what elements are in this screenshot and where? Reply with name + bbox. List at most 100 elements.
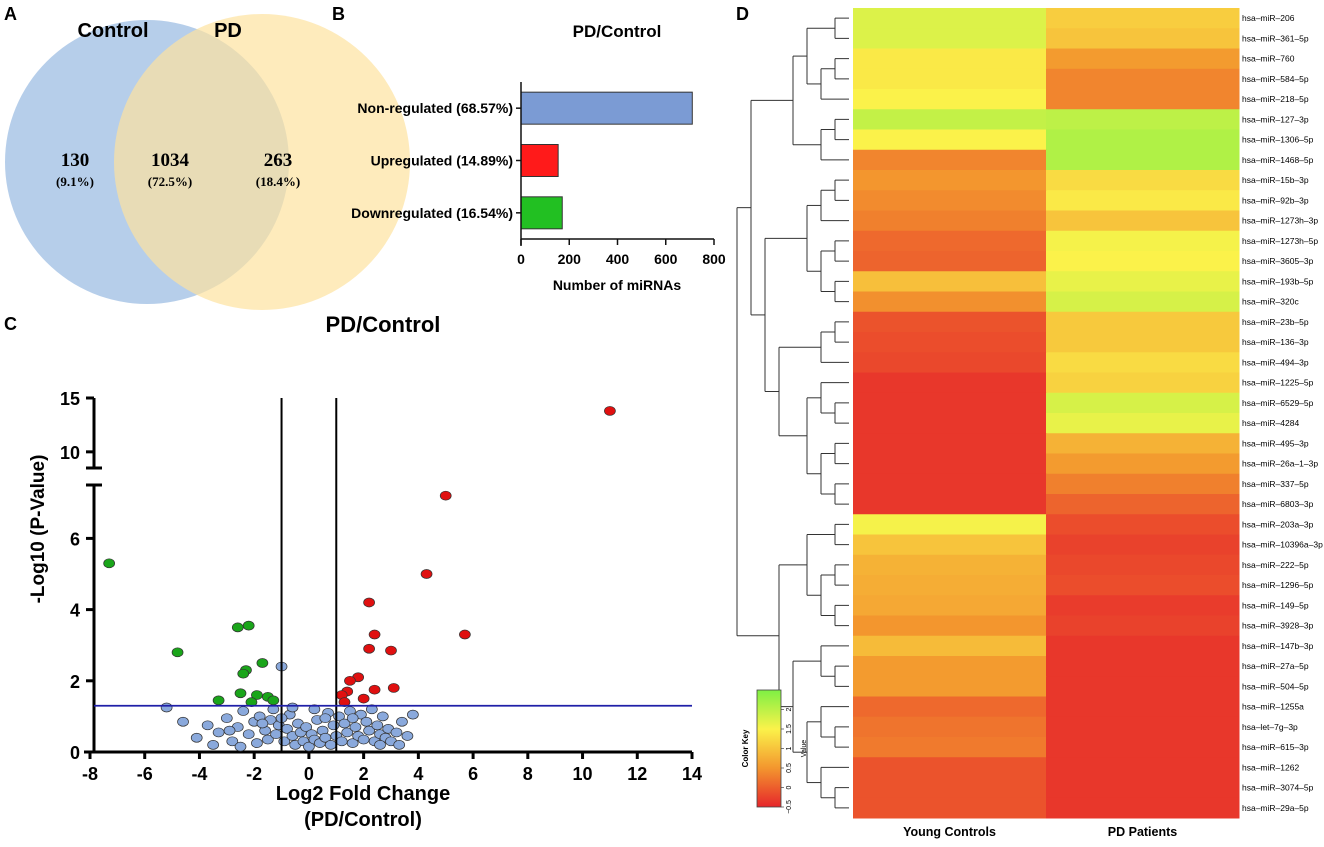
heatmap-cell	[1046, 413, 1240, 434]
bar-category-label: Upregulated (14.89%)	[371, 153, 513, 169]
heatmap-row-label: hsa–miR–203a–3p	[1242, 519, 1314, 529]
heatmap-cell	[1046, 311, 1240, 333]
panel-letter-d: D	[736, 4, 749, 24]
volcano-point-up	[604, 406, 616, 416]
heatmap-row-label: hsa–miR–206	[1242, 13, 1295, 23]
heatmap-cell	[853, 210, 1047, 232]
color-key-tick-label: 1.5	[786, 724, 793, 734]
heatmap-cell	[1046, 757, 1240, 778]
heatmap-row-label: hsa–miR–136–3p	[1242, 337, 1309, 347]
panel-a: A Control PD 130 (9.1%) 1034 (72.5%) 263…	[4, 4, 410, 310]
heatmap-row-label: hsa–miR–1262	[1242, 762, 1299, 772]
heatmap-cell	[1046, 372, 1240, 394]
heatmap-row-label: hsa–miR–361–5p	[1242, 33, 1309, 43]
heatmap-cell	[853, 575, 1047, 596]
heatmap-row-label: hsa–miR–320c	[1242, 297, 1299, 307]
venn-control-only-pct: (9.1%)	[56, 174, 94, 189]
volcano-point-ns	[242, 729, 255, 740]
heatmap-row-label: hsa–let–7g–3p	[1242, 722, 1298, 732]
volcano-point-ns	[177, 716, 189, 727]
heatmap-row-label: hsa–miR–1273h–5p	[1242, 236, 1318, 246]
bar-chart-title: PD/Control	[573, 22, 662, 41]
heatmap-cell	[853, 534, 1047, 556]
volcano-point-down	[171, 647, 184, 658]
bar-xtick-label: 200	[558, 251, 582, 267]
volcano-point-ns	[371, 720, 384, 731]
heatmap-row-label: hsa–miR–193b–5p	[1242, 276, 1314, 286]
volcano-xtick-label: 10	[573, 764, 593, 784]
heatmap-cell	[853, 554, 1047, 576]
volcano-point-ns	[357, 734, 370, 745]
volcano-xtick-label: 4	[413, 764, 423, 784]
heatmap-cell	[1046, 89, 1240, 110]
volcano-point-ns	[220, 713, 233, 724]
heatmap-cell	[1046, 433, 1240, 454]
row-dendrogram	[736, 17, 849, 809]
volcano-ytick-label: 4	[70, 601, 80, 621]
heatmap-cell	[853, 635, 1047, 657]
heatmap-cell	[853, 230, 1047, 252]
heatmap-cell	[853, 615, 1047, 637]
volcano-point-up	[338, 697, 351, 708]
heatmap-row-label: hsa–miR–1296–5p	[1242, 580, 1314, 590]
heatmap-row-label: hsa–miR–3928–3p	[1242, 621, 1314, 631]
venn-control-only-count: 130	[61, 150, 90, 171]
heatmap-cell	[853, 595, 1047, 616]
heatmap-cell	[1046, 352, 1240, 373]
color-key-axis-label: Value	[801, 740, 808, 757]
heatmap-cell	[853, 28, 1047, 49]
heatmap-cell	[853, 251, 1047, 272]
volcano-point-up	[368, 684, 381, 695]
heatmap-cell	[1046, 514, 1240, 535]
heatmap-cell	[853, 129, 1047, 151]
volcano-point-ns	[376, 711, 389, 722]
volcano-point-down	[242, 620, 255, 631]
bar-chart-xlabel: Number of miRNAs	[553, 277, 682, 293]
volcano-point-ns	[256, 718, 269, 729]
volcano-point-ns	[237, 706, 250, 716]
volcano-point-up	[385, 645, 397, 656]
volcano-point-down	[212, 695, 225, 706]
venn-overlap-count: 1034	[151, 150, 190, 171]
heatmap-cell	[853, 48, 1047, 70]
volcano-point-ns	[327, 720, 340, 731]
heatmap-cell	[1046, 8, 1240, 29]
heatmap-cell	[1046, 716, 1240, 738]
venn-overlap-pct: (72.5%)	[148, 174, 192, 189]
heatmap-cell	[853, 473, 1047, 495]
volcano-point-down	[231, 622, 244, 633]
venn-pd-circle	[114, 14, 410, 310]
heatmap-cell	[853, 757, 1047, 778]
heatmap-row-label: hsa–miR–6529–5p	[1242, 398, 1314, 408]
volcano-point-ns	[349, 722, 362, 732]
volcano-point-up	[439, 490, 452, 501]
heatmap-cell	[1046, 210, 1240, 232]
heatmap-row-label: hsa–miR–1468–5p	[1242, 155, 1314, 165]
volcano-xtick-label: 6	[468, 764, 478, 784]
volcano-point-up	[459, 629, 471, 640]
volcano-point-up	[368, 629, 381, 640]
volcano-point-ns	[346, 738, 359, 748]
volcano-point-down	[234, 688, 247, 699]
heatmap-cell	[1046, 615, 1240, 637]
heatmap-cell	[1046, 48, 1240, 70]
heatmap-column-label: PD Patients	[1108, 825, 1178, 839]
heatmap-row-label: hsa–miR–1255a	[1242, 702, 1304, 712]
heatmap-cell	[1046, 453, 1240, 475]
heatmap-row-label: hsa–miR–3074–5p	[1242, 783, 1314, 793]
bar-category-label: Non-regulated (68.57%)	[357, 100, 513, 116]
heatmap-cell	[1046, 777, 1240, 799]
volcano-xtick-label: 8	[523, 764, 533, 784]
volcano-xtick-label: -4	[191, 764, 207, 784]
heatmap-cell	[1046, 109, 1240, 130]
color-key: Color Key Value −0.5 0 0.5 1 1.5 2	[741, 689, 808, 814]
heatmap-row-label: hsa–miR–29a–5p	[1242, 803, 1309, 813]
heatmap-cell	[1046, 251, 1240, 272]
volcano-point-up	[357, 693, 370, 704]
panel-c: C PD/Control 0 2 4 6 10 15 -8 -6 -4 -2 0 2 4 6 8 10 12 1…	[4, 312, 702, 831]
color-key-tick-label: 2	[786, 707, 793, 711]
volcano-point-ns	[374, 740, 386, 750]
heatmap-row-label: hsa–miR–147b–3p	[1242, 641, 1314, 651]
heatmap-cell	[853, 311, 1047, 333]
heatmap-cell	[1046, 473, 1240, 495]
